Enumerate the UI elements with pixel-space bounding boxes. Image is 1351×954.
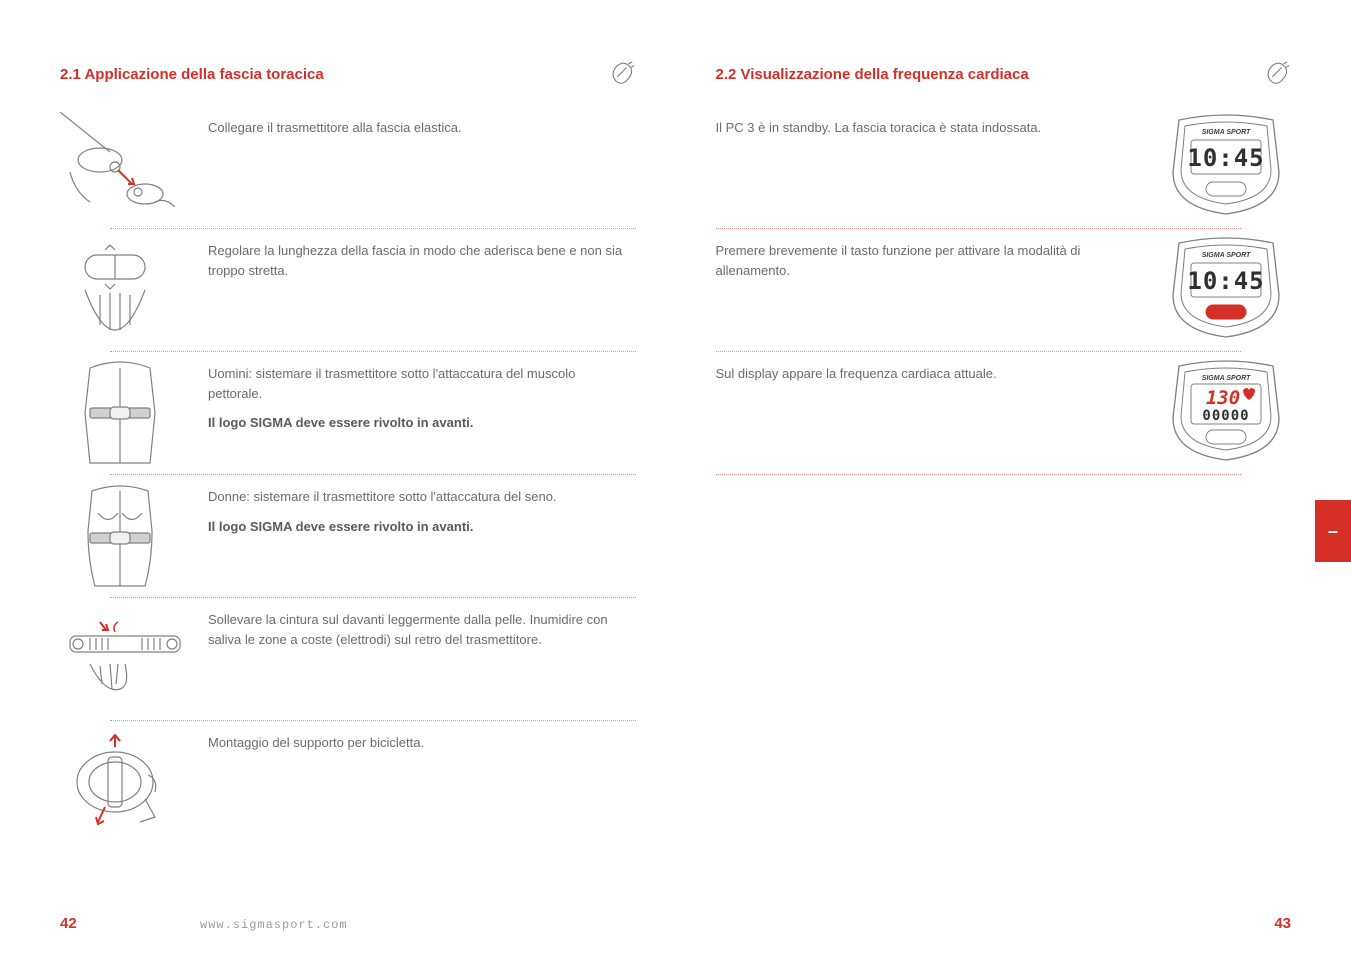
display-value: 10:45 xyxy=(1187,144,1264,172)
device-display: SIGMA SPORT 130 00000 xyxy=(1161,358,1291,468)
illustration-bike-mount xyxy=(60,727,190,837)
heading-left: 2.1 Applicazione della fascia toracica xyxy=(60,60,636,88)
svg-text:SIGMA SPORT: SIGMA SPORT xyxy=(1202,252,1251,259)
illustration-connect-strap xyxy=(60,112,190,222)
instruction-text: Montaggio del supporto per bicicletta. xyxy=(190,727,636,753)
instruction-row: Montaggio del supporto per bicicletta. xyxy=(60,721,636,843)
heading-right-text: 2.2 Visualizzazione della frequenza card… xyxy=(716,66,1029,83)
function-button-highlighted xyxy=(1206,305,1246,319)
instruction-row: Collegare il trasmettitore alla fascia e… xyxy=(60,106,636,228)
svg-text:10:45: 10:45 xyxy=(1187,267,1264,295)
page-right: 2.2 Visualizzazione della frequenza card… xyxy=(676,0,1351,954)
illustration-moisten-strap xyxy=(60,604,190,714)
heading-left-text: 2.1 Applicazione della fascia toracica xyxy=(60,66,324,83)
page-number-right: 43 xyxy=(1274,915,1291,932)
instruction-row: Sul display appare la frequenza cardiaca… xyxy=(716,352,1292,474)
display-hr-value: 130 xyxy=(1206,387,1240,409)
svg-text:SIGMA SPORT: SIGMA SPORT xyxy=(1202,375,1251,382)
page-number-left: 42 xyxy=(60,915,77,932)
illustration-male-torso xyxy=(60,358,190,468)
leaf-icon xyxy=(1263,60,1291,88)
brand-label: SIGMA SPORT xyxy=(1202,129,1251,136)
leaf-icon xyxy=(608,60,636,88)
instruction-text: Il PC 3 è in standby. La fascia toracica… xyxy=(716,112,1162,138)
device-display: SIGMA SPORT 10:45 xyxy=(1161,112,1291,222)
instruction-row: Donne: sistemare il trasmettitore sotto … xyxy=(60,475,636,597)
divider xyxy=(716,474,1292,475)
page-spread: 2.1 Applicazione della fascia toracica C… xyxy=(0,0,1351,954)
instruction-text: Sollevare la cintura sul davanti leggerm… xyxy=(190,604,636,649)
instruction-row: Il PC 3 è in standby. La fascia toracica… xyxy=(716,106,1292,228)
instruction-text: Sul display appare la frequenza cardiaca… xyxy=(716,358,1162,384)
illustration-female-torso xyxy=(60,481,190,591)
instruction-text: Collegare il trasmettitore alla fascia e… xyxy=(190,112,636,138)
heading-right: 2.2 Visualizzazione della frequenza card… xyxy=(716,60,1292,88)
instruction-text: Regolare la lunghezza della fascia in mo… xyxy=(190,235,636,280)
footer-url: www.sigmasport.com xyxy=(200,918,348,932)
illustration-adjust-length xyxy=(60,235,190,345)
instruction-row: Premere brevemente il tasto funzione per… xyxy=(716,229,1292,351)
instruction-row: Uomini: sistemare il trasmettitore sotto… xyxy=(60,352,636,474)
instruction-row: Sollevare la cintura sul davanti leggerm… xyxy=(60,598,636,720)
instruction-row: Regolare la lunghezza della fascia in mo… xyxy=(60,229,636,351)
side-tab: – xyxy=(1315,500,1351,562)
instruction-text: Premere brevemente il tasto funzione per… xyxy=(716,235,1162,280)
display-sub-value: 00000 xyxy=(1202,408,1249,424)
device-display: SIGMA SPORT 10:45 xyxy=(1161,235,1291,345)
instruction-text: Donne: sistemare il trasmettitore sotto … xyxy=(190,481,636,536)
page-left: 2.1 Applicazione della fascia toracica C… xyxy=(0,0,676,954)
instruction-text: Uomini: sistemare il trasmettitore sotto… xyxy=(190,358,636,433)
side-tab-label: – xyxy=(1328,521,1338,542)
